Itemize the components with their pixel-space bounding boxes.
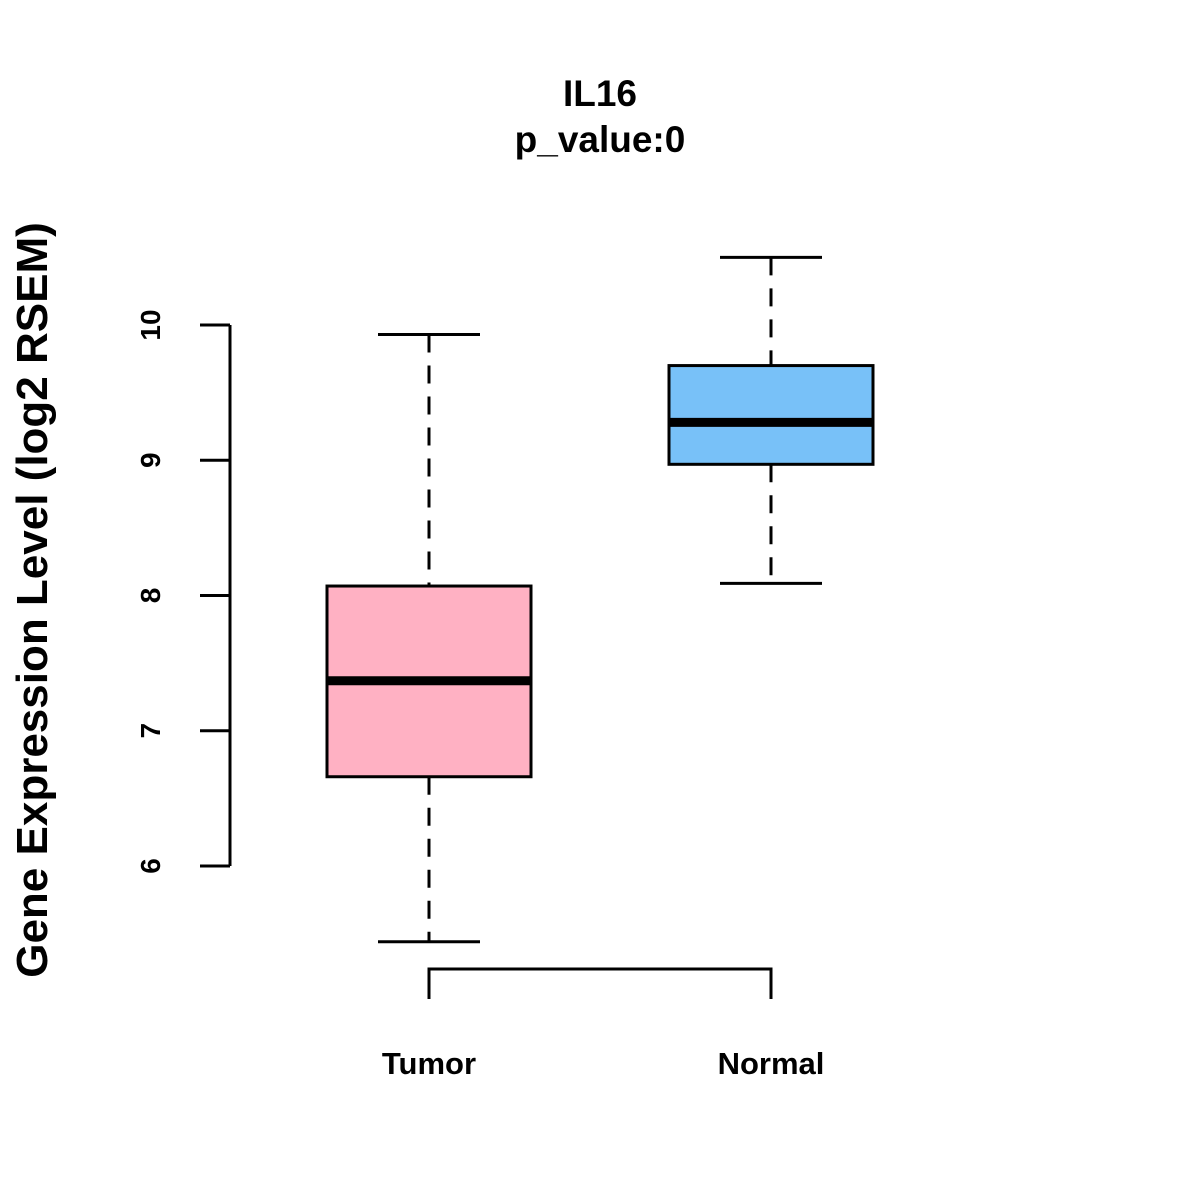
y-tick-label: 10: [135, 309, 166, 340]
y-tick-label: 6: [135, 858, 166, 874]
chart-title: IL16: [563, 73, 637, 114]
iqr-box: [667, 364, 875, 466]
y-axis-label: Gene Expression Level (log2 RSEM): [8, 222, 57, 978]
x-tick-label-tumor: Tumor: [382, 1046, 476, 1081]
bracket-line: [427, 967, 773, 999]
box-tumor: [325, 332, 533, 944]
y-tick-label: 9: [135, 452, 166, 468]
comparison-bracket: [427, 967, 773, 999]
x-axis-labels: Tumor Normal: [382, 1046, 824, 1081]
chart-subtitle: p_value:0: [515, 119, 686, 160]
box-normal: [667, 255, 875, 585]
y-tick-label: 7: [135, 723, 166, 739]
y-tick-label: 8: [135, 588, 166, 604]
x-tick-label-normal: Normal: [718, 1046, 825, 1081]
box-group: [325, 255, 875, 944]
y-axis: 6 7 8 9 10: [135, 309, 232, 874]
